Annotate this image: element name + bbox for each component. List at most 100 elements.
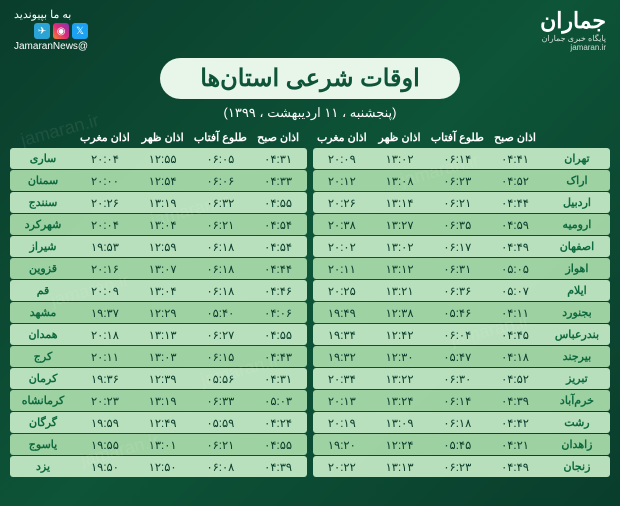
table-row: ۰۴:۴۴۰۶:۱۸۱۳:۰۷۲۰:۱۶قزوین (10, 258, 307, 279)
time-cell: ۱۳:۰۴ (134, 214, 192, 235)
city-cell: بیرجند (544, 346, 610, 367)
time-cell: ۰۴:۴۳ (249, 346, 307, 367)
city-cell: ساری (10, 148, 76, 169)
time-cell: ۲۰:۰۴ (76, 148, 134, 169)
time-cell: ۰۶:۱۸ (192, 236, 250, 257)
time-cell: ۱۹:۵۹ (76, 412, 134, 433)
table-row: بندرعباس۰۴:۴۵۰۶:۰۴۱۲:۴۲۱۹:۳۴ (313, 324, 610, 345)
time-cell: ۰۴:۳۱ (249, 368, 307, 389)
time-cell: ۱۲:۲۴ (371, 434, 429, 455)
city-cell: بجنورد (544, 302, 610, 323)
time-cell: ۰۴:۴۹ (486, 456, 544, 477)
logo-text: جماران (540, 8, 606, 34)
time-cell: ۰۵:۴۶ (428, 302, 486, 323)
time-cell: ۱۳:۰۲ (371, 236, 429, 257)
time-cell: ۰۵:۵۶ (192, 368, 250, 389)
time-cell: ۱۲:۳۰ (371, 346, 429, 367)
time-cell: ۱۲:۴۹ (134, 412, 192, 433)
time-cell: ۲۰:۰۴ (76, 214, 134, 235)
time-cell: ۱۲:۳۹ (134, 368, 192, 389)
time-cell: ۰۴:۵۵ (249, 192, 307, 213)
logo-subtitle: پایگاه خبری جماران (540, 34, 606, 43)
table-row: ۰۴:۵۵۰۶:۲۷۱۳:۱۳۲۰:۱۸همدان (10, 324, 307, 345)
time-cell: ۰۴:۰۶ (249, 302, 307, 323)
time-cell: ۰۴:۴۶ (249, 280, 307, 301)
time-cell: ۰۴:۱۱ (486, 302, 544, 323)
time-cell: ۰۶:۱۸ (192, 280, 250, 301)
time-cell: ۲۰:۱۲ (313, 170, 371, 191)
city-cell: اردبیل (544, 192, 610, 213)
time-cell: ۰۶:۳۵ (428, 214, 486, 235)
instagram-icon[interactable]: ◉ (53, 23, 69, 39)
city-cell: ارومیه (544, 214, 610, 235)
table-row: ۰۴:۳۹۰۶:۰۸۱۲:۵۰۱۹:۵۰یزد (10, 456, 307, 477)
time-cell: ۰۶:۲۳ (428, 456, 486, 477)
time-cell: ۱۹:۳۲ (313, 346, 371, 367)
time-cell: ۲۰:۲۲ (313, 456, 371, 477)
time-cell: ۲۰:۱۳ (313, 390, 371, 411)
time-cell: ۱۹:۵۵ (76, 434, 134, 455)
table-row: ۰۴:۵۴۰۶:۱۸۱۲:۵۹۱۹:۵۳شیراز (10, 236, 307, 257)
city-cell: سمنان (10, 170, 76, 191)
time-cell: ۰۴:۵۴ (249, 236, 307, 257)
time-cell: ۰۶:۲۷ (192, 324, 250, 345)
table-row: ارومیه۰۴:۵۹۰۶:۳۵۱۳:۲۷۲۰:۳۸ (313, 214, 610, 235)
time-cell: ۰۶:۰۸ (192, 456, 250, 477)
city-cell: خرم‌آباد (544, 390, 610, 411)
time-cell: ۰۶:۰۶ (192, 170, 250, 191)
page-title: اوقات شرعی استان‌ها (160, 58, 460, 99)
header-city (10, 127, 76, 148)
time-cell: ۰۴:۵۵ (249, 434, 307, 455)
time-cell: ۱۳:۱۹ (134, 390, 192, 411)
time-cell: ۰۴:۴۲ (486, 412, 544, 433)
table-row: تبریز۰۴:۵۲۰۶:۳۰۱۳:۲۲۲۰:۳۴ (313, 368, 610, 389)
time-cell: ۰۶:۲۱ (192, 214, 250, 235)
table-row: ۰۴:۰۶۰۵:۴۰۱۲:۲۹۱۹:۳۷مشهد (10, 302, 307, 323)
time-cell: ۰۶:۳۲ (192, 192, 250, 213)
city-cell: گرگان (10, 412, 76, 433)
time-cell: ۲۰:۱۶ (76, 258, 134, 279)
time-cell: ۱۹:۳۶ (76, 368, 134, 389)
time-cell: ۱۳:۰۸ (371, 170, 429, 191)
header-maghrib: اذان مغرب (76, 127, 134, 148)
time-cell: ۱۳:۰۱ (134, 434, 192, 455)
table-row: زاهدان۰۴:۲۱۰۵:۴۵۱۲:۲۴۱۹:۲۰ (313, 434, 610, 455)
time-cell: ۱۹:۲۰ (313, 434, 371, 455)
time-cell: ۱۳:۰۷ (134, 258, 192, 279)
time-cell: ۰۴:۴۴ (486, 192, 544, 213)
city-cell: کرمانشاه (10, 390, 76, 411)
time-cell: ۱۳:۰۳ (134, 346, 192, 367)
time-cell: ۲۰:۲۶ (76, 192, 134, 213)
time-cell: ۰۴:۵۲ (486, 170, 544, 191)
time-cell: ۲۰:۰۰ (76, 170, 134, 191)
table-row: خرم‌آباد۰۴:۳۹۰۶:۱۴۱۳:۲۴۲۰:۱۳ (313, 390, 610, 411)
time-cell: ۰۶:۰۵ (192, 148, 250, 169)
time-cell: ۰۵:۴۷ (428, 346, 486, 367)
header-fajr: اذان صبح (486, 127, 544, 148)
time-cell: ۰۴:۳۳ (249, 170, 307, 191)
twitter-icon[interactable]: 𝕏 (72, 23, 88, 39)
telegram-icon[interactable]: ✈ (34, 23, 50, 39)
table-row: اهواز۰۵:۰۵۰۶:۳۱۱۳:۱۲۲۰:۱۱ (313, 258, 610, 279)
time-cell: ۰۴:۲۱ (486, 434, 544, 455)
time-cell: ۲۰:۳۴ (313, 368, 371, 389)
header-maghrib: اذان مغرب (313, 127, 371, 148)
city-cell: اصفهان (544, 236, 610, 257)
time-cell: ۰۵:۰۳ (249, 390, 307, 411)
table-row: ۰۴:۳۳۰۶:۰۶۱۲:۵۴۲۰:۰۰سمنان (10, 170, 307, 191)
table-row: اردبیل۰۴:۴۴۰۶:۲۱۱۳:۱۴۲۰:۲۶ (313, 192, 610, 213)
time-cell: ۰۵:۰۵ (486, 258, 544, 279)
city-cell: تهران (544, 148, 610, 169)
city-cell: اراک (544, 170, 610, 191)
table-row: ۰۴:۳۱۰۶:۰۵۱۲:۵۵۲۰:۰۴ساری (10, 148, 307, 169)
time-cell: ۲۰:۱۸ (76, 324, 134, 345)
header-sunrise: طلوع آفتاب (192, 127, 250, 148)
table-row: ۰۴:۲۴۰۵:۵۹۱۲:۴۹۱۹:۵۹گرگان (10, 412, 307, 433)
table-row: رشت۰۴:۴۲۰۶:۱۸۱۳:۰۹۲۰:۱۹ (313, 412, 610, 433)
time-cell: ۱۳:۱۲ (371, 258, 429, 279)
time-cell: ۱۹:۳۷ (76, 302, 134, 323)
header-fajr: اذان صبح (249, 127, 307, 148)
city-cell: شیراز (10, 236, 76, 257)
city-cell: تبریز (544, 368, 610, 389)
time-cell: ۰۶:۲۳ (428, 170, 486, 191)
